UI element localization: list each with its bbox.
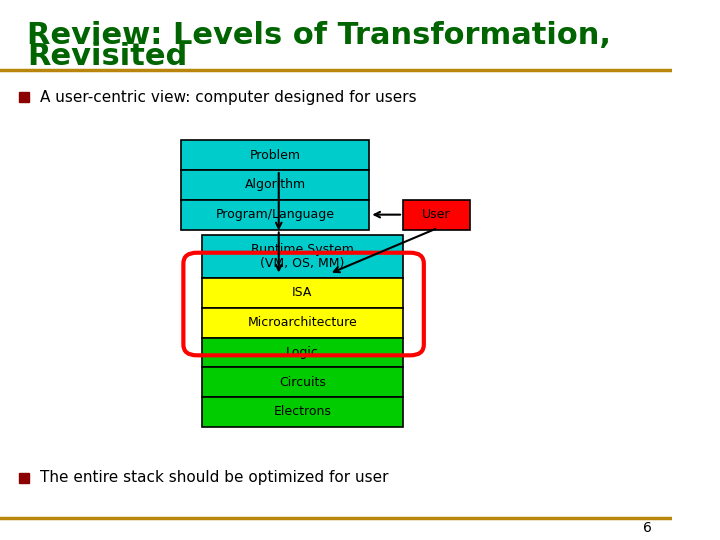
Text: User: User [423, 208, 451, 221]
Text: Problem: Problem [250, 148, 301, 162]
Text: A user-centric view: computer designed for users: A user-centric view: computer designed f… [40, 90, 417, 105]
FancyBboxPatch shape [403, 200, 470, 230]
FancyBboxPatch shape [202, 278, 403, 308]
Text: Logic: Logic [286, 346, 319, 359]
FancyBboxPatch shape [181, 140, 369, 170]
Text: Runtime System
(VM, OS, MM): Runtime System (VM, OS, MM) [251, 242, 354, 271]
Text: 6: 6 [643, 521, 652, 535]
FancyBboxPatch shape [202, 235, 403, 278]
Text: Program/Language: Program/Language [216, 208, 335, 221]
FancyBboxPatch shape [181, 200, 369, 230]
Text: Electrons: Electrons [274, 405, 331, 418]
Text: Circuits: Circuits [279, 375, 325, 389]
FancyBboxPatch shape [202, 397, 403, 427]
Text: Microarchitecture: Microarchitecture [248, 316, 357, 329]
FancyBboxPatch shape [202, 338, 403, 367]
Text: Review: Levels of Transformation,: Review: Levels of Transformation, [27, 21, 611, 50]
FancyBboxPatch shape [202, 308, 403, 338]
Text: The entire stack should be optimized for user: The entire stack should be optimized for… [40, 470, 389, 485]
FancyBboxPatch shape [181, 170, 369, 200]
Text: Revisited: Revisited [27, 42, 187, 71]
FancyBboxPatch shape [202, 367, 403, 397]
Text: Algorithm: Algorithm [245, 178, 306, 192]
Text: ISA: ISA [292, 286, 312, 300]
